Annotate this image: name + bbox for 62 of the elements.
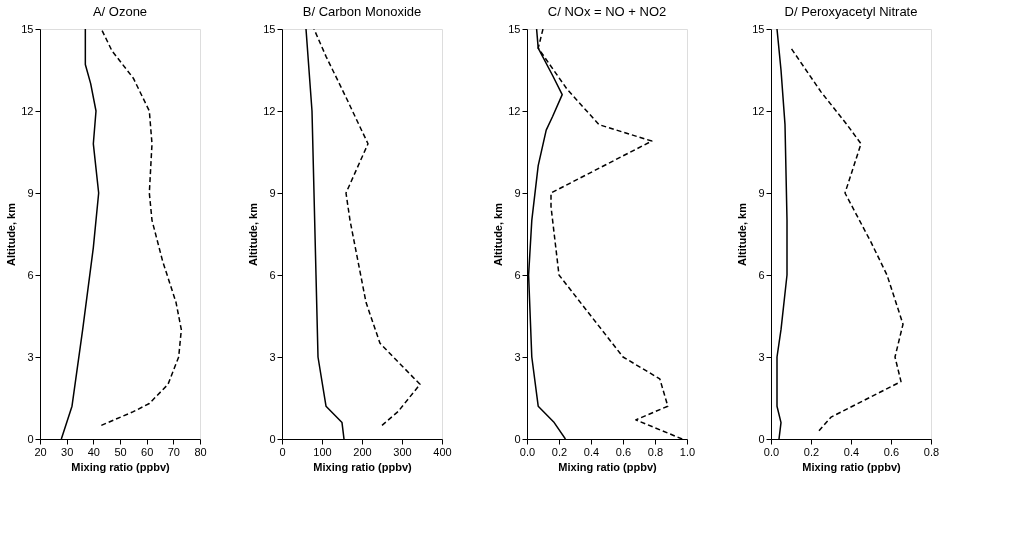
chart-title: A/ Ozone — [92, 4, 148, 19]
x-axis-title: Mixing ratio (ppbv) — [802, 460, 902, 473]
x-tick-label: 400 — [433, 445, 452, 458]
x-tick-label: 70 — [167, 445, 180, 458]
x-tick-label: 300 — [393, 445, 412, 458]
y-tick-label: 3 — [27, 350, 34, 363]
y-tick-label: 0 — [269, 432, 276, 445]
y-axis-title: Altitude, km — [736, 202, 749, 266]
x-tick-label: 50 — [114, 445, 127, 458]
y-tick-label: 12 — [752, 104, 765, 117]
y-tick-label: 9 — [758, 186, 765, 199]
x-tick-label: 0.4 — [843, 445, 860, 458]
y-tick-label: 12 — [263, 104, 276, 117]
x-axis-title: Mixing ratio (ppbv) — [558, 460, 658, 473]
line-series — [790, 47, 904, 432]
x-tick-label: 60 — [141, 445, 154, 458]
y-axis-title: Altitude, km — [492, 202, 505, 266]
y-tick-label: 3 — [758, 350, 765, 363]
y-tick-label: 6 — [514, 268, 521, 281]
x-axis-title: Mixing ratio (ppbv) — [71, 460, 171, 473]
x-tick-label: 0.0 — [763, 445, 780, 458]
chart-title: C/ NOx = NO + NO2 — [547, 4, 667, 19]
y-tick-label: 9 — [269, 186, 276, 199]
x-tick-label: 0 — [279, 445, 286, 458]
y-tick-label: 6 — [27, 268, 34, 281]
y-tick-label: 6 — [269, 268, 276, 281]
y-tick-label: 0 — [27, 432, 34, 445]
x-tick-label: 20 — [34, 445, 47, 458]
x-tick-label: 0.2 — [551, 445, 568, 458]
x-tick-label: 80 — [194, 445, 207, 458]
chart-title: D/ Peroxyacetyl Nitrate — [784, 4, 918, 19]
x-tick-label: 0.4 — [583, 445, 600, 458]
line-series — [100, 29, 183, 427]
y-tick-label: 0 — [758, 432, 765, 445]
x-tick-label: 0.0 — [519, 445, 536, 458]
y-tick-label: 6 — [758, 268, 765, 281]
y-tick-label: 15 — [752, 22, 765, 35]
y-axis-title: Altitude, km — [5, 202, 18, 266]
y-tick-label: 9 — [514, 186, 521, 199]
x-axis-title: Mixing ratio (ppbv) — [313, 460, 413, 473]
x-tick-label: 100 — [313, 445, 332, 458]
y-tick-label: 9 — [27, 186, 34, 199]
x-tick-label: 0.8 — [923, 445, 940, 458]
y-tick-label: 12 — [21, 104, 34, 117]
x-tick-label: 1.0 — [679, 445, 696, 458]
x-tick-label: 0.6 — [615, 445, 632, 458]
chart-title: B/ Carbon Monoxide — [302, 4, 422, 19]
y-tick-label: 12 — [508, 104, 521, 117]
y-tick-label: 15 — [21, 22, 34, 35]
line-series — [313, 29, 421, 427]
x-tick-label: 0.2 — [803, 445, 820, 458]
y-tick-label: 15 — [508, 22, 521, 35]
y-tick-label: 15 — [263, 22, 276, 35]
x-tick-label: 40 — [87, 445, 100, 458]
x-tick-label: 0.6 — [883, 445, 900, 458]
y-tick-label: 3 — [269, 350, 276, 363]
y-tick-label: 0 — [514, 432, 521, 445]
x-tick-label: 30 — [61, 445, 74, 458]
y-tick-label: 3 — [514, 350, 521, 363]
y-axis-title: Altitude, km — [247, 202, 260, 266]
x-tick-label: 0.8 — [647, 445, 664, 458]
x-tick-label: 200 — [353, 445, 372, 458]
